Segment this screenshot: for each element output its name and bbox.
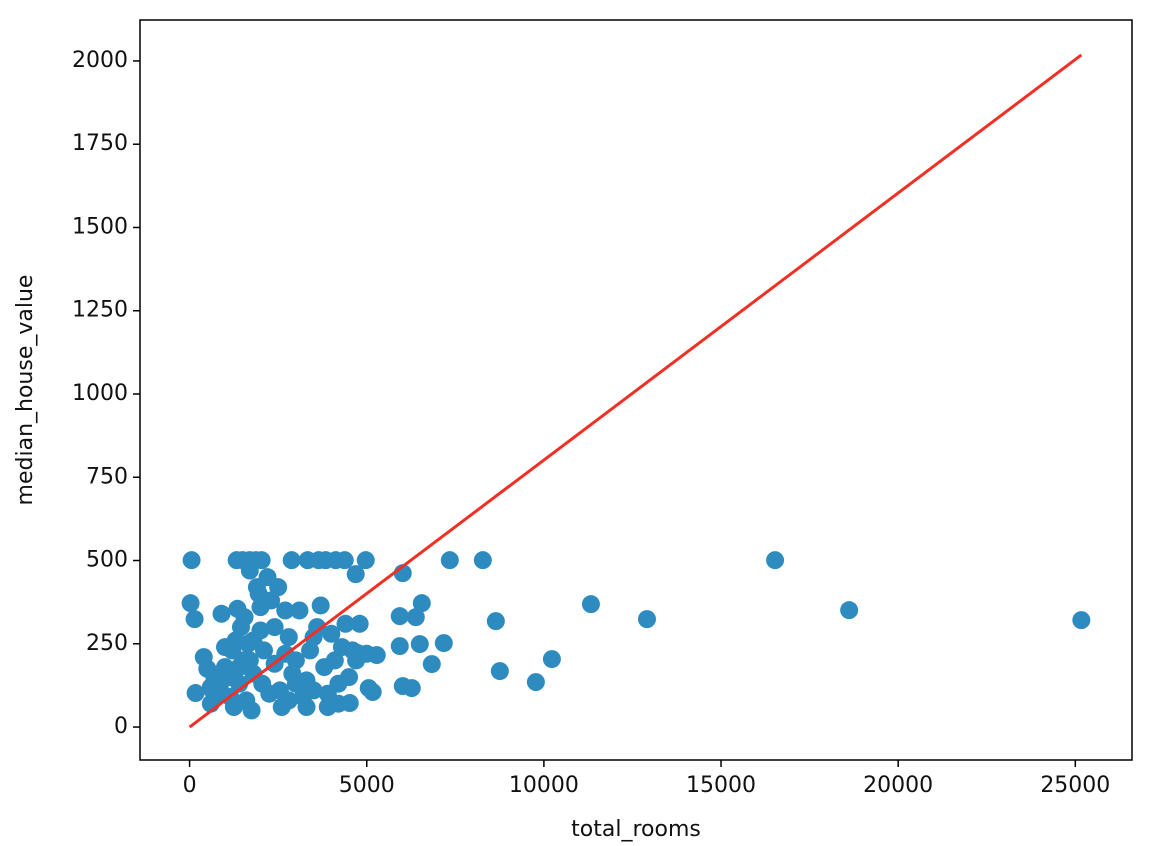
scatter-point: [227, 551, 246, 570]
scatter-point: [242, 701, 261, 720]
x-tick-label: 25000: [1040, 773, 1110, 798]
scatter-point: [336, 614, 355, 633]
scatter-point: [637, 610, 656, 629]
y-tick-label: 1500: [72, 214, 128, 239]
y-tick-label: 1750: [72, 131, 128, 156]
scatter-point: [440, 551, 459, 570]
scatter-point: [581, 595, 600, 614]
x-tick-label: 15000: [686, 773, 756, 798]
y-tick-label: 500: [86, 548, 128, 573]
y-tick-label: 250: [86, 631, 128, 656]
scatter-point: [1072, 611, 1091, 630]
scatter-point: [766, 551, 785, 570]
scatter-point: [260, 684, 279, 703]
x-tick-label: 0: [183, 773, 197, 798]
scatter-point: [311, 596, 330, 615]
scatter-point: [216, 638, 235, 657]
y-tick-label: 750: [86, 464, 128, 489]
scatter-point: [412, 594, 431, 613]
scatter-point: [269, 578, 288, 597]
scatter-point: [244, 631, 263, 650]
scatter-point: [251, 598, 270, 617]
scatter-point: [526, 673, 545, 692]
scatter-point: [329, 694, 348, 713]
scatter-point: [422, 655, 441, 674]
scatter-point: [182, 551, 201, 570]
scatter-point: [181, 594, 200, 613]
plot-frame: [139, 19, 1133, 761]
scatter-point: [486, 612, 505, 631]
scatter-point: [356, 551, 375, 570]
scatter-point: [185, 610, 204, 629]
scatter-point: [304, 681, 323, 700]
scatter-point: [359, 679, 378, 698]
scatter-point: [840, 601, 859, 620]
scatter-point: [235, 608, 254, 627]
scatter-point: [279, 628, 298, 647]
scatter-point: [322, 624, 341, 643]
scatter-point: [290, 601, 309, 620]
scatter-point: [282, 551, 301, 570]
scatter-point: [230, 674, 249, 693]
x-tick-label: 20000: [863, 773, 933, 798]
scatter-point: [279, 691, 298, 710]
scatter-point: [325, 651, 344, 670]
x-axis-label: total_rooms: [571, 817, 701, 842]
y-tick-label: 0: [114, 714, 128, 739]
scatter-point: [434, 634, 453, 653]
scatter-point: [473, 551, 492, 570]
x-tick-label: 5000: [339, 773, 395, 798]
fit-line: [188, 53, 1083, 729]
scatter-point: [240, 561, 259, 580]
scatter-point: [265, 618, 284, 637]
scatter-point: [410, 635, 429, 654]
scatter-point: [230, 658, 249, 677]
scatter-point: [186, 684, 205, 703]
scatter-point: [347, 651, 366, 670]
scatter-point: [406, 608, 425, 627]
y-axis-label: median_house_value: [13, 275, 38, 506]
scatter-point: [276, 601, 295, 620]
scatter-point: [304, 628, 323, 647]
x-tick-label: 10000: [509, 773, 579, 798]
scatter-point: [490, 662, 509, 681]
scatter-point: [390, 607, 409, 626]
y-tick-label: 1250: [72, 298, 128, 323]
scatter-point: [346, 565, 365, 584]
scatter-point: [390, 637, 409, 656]
scatter-point: [350, 614, 369, 633]
scatter-point: [542, 650, 561, 669]
scatter-point: [298, 551, 317, 570]
y-tick-label: 1000: [72, 381, 128, 406]
scatter-point: [297, 698, 316, 717]
scatter-point: [393, 677, 412, 696]
scatter-point: [340, 668, 359, 687]
scatter-point: [201, 678, 220, 697]
y-tick-label: 2000: [72, 48, 128, 73]
scatter-point: [224, 698, 243, 717]
scatter-point: [212, 604, 231, 623]
scatter-point: [286, 674, 305, 693]
